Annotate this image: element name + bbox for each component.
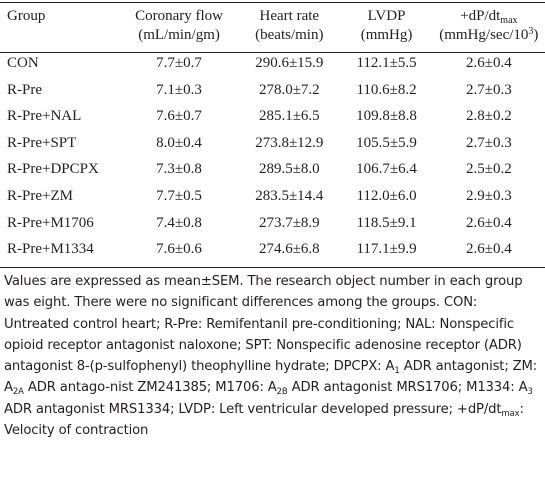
cell-coronary-flow: 7.6±0.7	[156, 108, 202, 125]
cell-dpdt: 2.6±0.4	[465, 241, 512, 258]
header-coronary-flow: Coronary flow (mL/min/gm)	[135, 8, 223, 43]
table-row: R-Pre+DPCPX 7.3±0.8 289.5±8.0 106.7±6.4 …	[0, 156, 545, 183]
cell-group: R-Pre+DPCPX	[7, 161, 99, 178]
header-heart-rate: Heart rate (beats/min)	[255, 8, 324, 43]
cell-heart-rate: 289.5±8.0	[258, 161, 320, 178]
cell-lvdp: 105.5±5.9	[356, 134, 417, 151]
table-row: R-Pre+ZM 7.7±0.5 283.5±14.4 112.0±6.0 2.…	[0, 183, 545, 210]
cell-lvdp: 106.7±6.4	[356, 161, 417, 178]
table-row: CON 7.7±0.7 290.6±15.9 112.1±5.5 2.6±0.4	[0, 48, 545, 77]
cell-coronary-flow: 7.3±0.8	[156, 161, 202, 178]
cell-coronary-flow: 7.7±0.5	[156, 187, 202, 204]
table-footnote: Values are expressed as mean±SEM. The re…	[4, 271, 540, 441]
header-lvdp: LVDP (mmHg)	[360, 8, 413, 43]
table-row: R-Pre+SPT 8.0±0.4 273.8±12.9 105.5±5.9 2…	[0, 130, 545, 157]
table-row: R-Pre+M1706 7.4±0.8 273.7±8.9 118.5±9.1 …	[0, 210, 545, 237]
footnote-text: Values are expressed as mean±SEM. The re…	[4, 274, 538, 439]
cell-dpdt: 2.7±0.3	[465, 134, 512, 151]
cell-lvdp: 110.6±8.2	[356, 81, 417, 98]
cell-heart-rate: 273.8±12.9	[255, 134, 324, 151]
cell-lvdp: 112.1±5.5	[356, 55, 417, 71]
cell-dpdt: 2.6±0.4	[465, 214, 512, 231]
cell-heart-rate: 290.6±15.9	[255, 55, 324, 71]
hemodynamics-table: Group Coronary flow (mL/min/gm) Heart ra…	[0, 3, 545, 263]
table-row: R-Pre 7.1±0.3 278.0±7.2 110.6±8.2 2.7±0.…	[0, 77, 545, 104]
cell-coronary-flow: 7.4±0.8	[156, 214, 202, 231]
cell-dpdt: 2.9±0.3	[465, 187, 512, 204]
cell-coronary-flow: 8.0±0.4	[156, 134, 202, 151]
cell-heart-rate: 283.5±14.4	[255, 187, 324, 204]
table-bottom-rule	[0, 267, 545, 268]
table-header-rule	[0, 52, 545, 53]
cell-group: R-Pre+NAL	[7, 108, 82, 125]
cell-group: R-Pre+M1706	[7, 214, 94, 231]
table-top-rule	[0, 2, 545, 3]
cell-group: CON	[7, 55, 39, 71]
cell-group: R-Pre	[7, 81, 42, 98]
cell-heart-rate: 285.1±6.5	[258, 108, 320, 125]
table-header-row: Group Coronary flow (mL/min/gm) Heart ra…	[0, 3, 545, 48]
cell-group: R-Pre+SPT	[7, 134, 77, 151]
cell-coronary-flow: 7.7±0.7	[156, 55, 202, 71]
cell-heart-rate: 273.7±8.9	[258, 214, 320, 231]
header-group: Group	[7, 8, 46, 24]
cell-lvdp: 118.5±9.1	[356, 214, 417, 231]
cell-coronary-flow: 7.6±0.6	[156, 241, 202, 258]
cell-lvdp: 117.1±9.9	[356, 241, 417, 258]
header-dpdt: +dP/dtmax (mmHg/sec/103)	[439, 8, 539, 43]
cell-group: R-Pre+ZM	[7, 187, 73, 204]
cell-dpdt: 2.7±0.3	[465, 81, 512, 98]
cell-dpdt: 2.6±0.4	[465, 55, 512, 71]
cell-heart-rate: 278.0±7.2	[258, 81, 320, 98]
cell-dpdt: 2.8±0.2	[465, 108, 512, 125]
cell-lvdp: 112.0±6.0	[356, 187, 417, 204]
cell-heart-rate: 274.6±6.8	[258, 241, 320, 258]
cell-coronary-flow: 7.1±0.3	[156, 81, 202, 98]
table-row: R-Pre+NAL 7.6±0.7 285.1±6.5 109.8±8.8 2.…	[0, 103, 545, 130]
cell-dpdt: 2.5±0.2	[465, 161, 512, 178]
cell-lvdp: 109.8±8.8	[356, 108, 417, 125]
cell-group: R-Pre+M1334	[7, 241, 94, 258]
table-row: R-Pre+M1334 7.6±0.6 274.6±6.8 117.1±9.9 …	[0, 236, 545, 263]
